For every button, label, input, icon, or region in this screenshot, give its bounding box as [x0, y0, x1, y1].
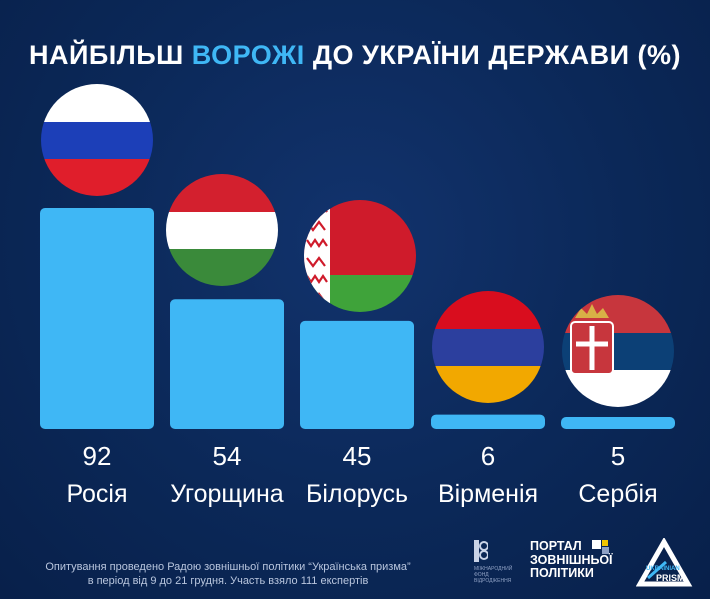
hungary-flag-icon — [166, 174, 278, 286]
chart-title: НАЙБІЛЬШ ВОРОЖІ ДО УКРАЇНИ ДЕРЖАВИ (%) — [0, 40, 710, 71]
bar-5 — [561, 416, 675, 429]
irf-logo-icon — [474, 540, 488, 562]
portal-text-2: ЗОВНІШНЬОЇ — [530, 552, 613, 567]
value-label-4: 6 — [481, 441, 495, 471]
portal-logo-square — [602, 547, 609, 554]
armenia-flag-icon — [432, 291, 544, 403]
footnote: Опитування проведено Радою зовнішньої по… — [8, 560, 448, 588]
portal-text-3: ПОЛІТИКИ — [530, 566, 594, 580]
portal-logo-text: ПОРТАЛ ЗОВНІШНЬОЇ ПОЛІТИКИ — [530, 539, 622, 581]
irf-text-1: МІЖНАРОДНИЙ — [474, 566, 513, 572]
title-part-1: НАЙБІЛЬШ — [28, 40, 192, 70]
footnote-line-1: Опитування проведено Радою зовнішньої по… — [45, 561, 411, 573]
bar-2 — [170, 299, 284, 429]
irf-logo: МІЖНАРОДНИЙ ФОНД ВІДРОДЖЕННЯ — [474, 540, 526, 584]
portal-logo-square — [602, 540, 608, 546]
irf-text-2: ФОНД — [474, 572, 489, 578]
value-label-1: 92 — [83, 441, 112, 471]
serbia-flag-icon — [562, 295, 674, 407]
bar-4 — [431, 414, 545, 429]
bar-1 — [40, 208, 154, 429]
title-highlight: ВОРОЖІ — [191, 40, 305, 70]
footnote-line-2: в період від 9 до 21 грудня. Участь взял… — [87, 575, 369, 587]
category-label-3: Білорусь — [306, 480, 408, 508]
bar-3 — [300, 320, 414, 429]
prism-icon — [636, 538, 693, 587]
title-part-2: ДО УКРАЇНИ ДЕРЖАВИ (%) — [304, 40, 682, 70]
category-label-4: Вірменія — [438, 480, 538, 508]
category-label-1: Росія — [66, 480, 127, 508]
prism-text-2: PRISM — [656, 573, 685, 583]
ukrainian-prism-logo: UKRAINIAN PRISM — [636, 538, 694, 588]
irf-text-3: ВІДРОДЖЕННЯ — [474, 578, 512, 584]
portal-text-1: ПОРТАЛ — [530, 539, 582, 553]
value-label-3: 45 — [343, 441, 372, 471]
value-label-5: 5 — [611, 441, 625, 471]
irf-logo-text: МІЖНАРОДНИЙ ФОНД ВІДРОДЖЕННЯ — [474, 566, 534, 584]
portal-logo-square — [592, 540, 601, 549]
russia-flag-icon — [41, 84, 153, 196]
category-label-2: Угорщина — [170, 480, 283, 508]
portal-logo: ПОРТАЛ ЗОВНІШНЬОЇ ПОЛІТИКИ — [530, 539, 622, 584]
value-label-2: 54 — [213, 441, 242, 471]
bar-chart: 92 54 45 6 5 Росія Угорщина Білорусь Вірменія Сер… — [40, 84, 675, 508]
prism-text-1: UKRAINIAN — [646, 566, 680, 572]
belarus-flag-icon — [304, 200, 416, 312]
category-label-5: Сербія — [578, 480, 657, 508]
